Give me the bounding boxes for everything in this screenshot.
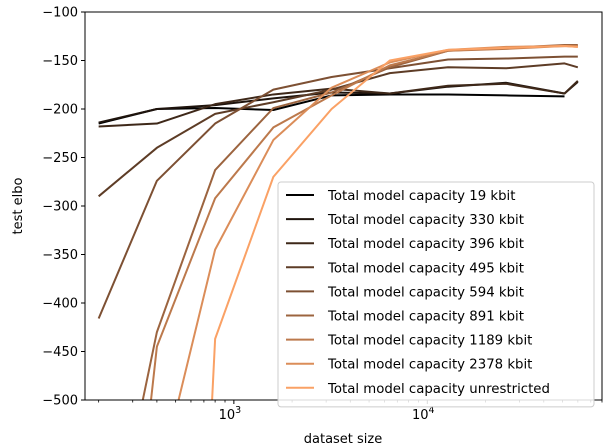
y-tick-label: −350: [42, 248, 78, 263]
x-tick-label: 103: [219, 405, 242, 423]
legend-label: Total model capacity 891 kbit: [327, 310, 524, 325]
y-axis: −100 −150 −200 −250 −300 −350 −400 −450 −500: [42, 6, 85, 409]
series-line-4: [97, 55, 578, 319]
x-tick-base: 10: [412, 408, 429, 423]
y-tick-label: −300: [42, 200, 78, 215]
y-tick-label: −450: [42, 345, 78, 360]
x-axis-label: dataset size: [304, 432, 383, 447]
legend-label: Total model capacity 594 kbit: [327, 285, 524, 300]
x-tick-exponent: 4: [429, 405, 435, 416]
legend-label: Total model capacity unrestricted: [327, 382, 550, 397]
y-tick-label: −400: [42, 297, 78, 312]
y-axis-label: test elbo: [11, 178, 26, 235]
x-tick-base: 10: [219, 408, 236, 423]
legend-label: Total model capacity 2378 kbit: [327, 358, 532, 373]
legend-box: [277, 181, 595, 408]
y-tick-label: −200: [42, 103, 78, 118]
legend-label: Total model capacity 330 kbit: [327, 213, 524, 228]
series-line-8: [211, 44, 578, 400]
y-tick-label: −500: [42, 394, 78, 409]
legend: Total model capacity 19 kbit Total model …: [277, 181, 595, 408]
legend-label: Total model capacity 1189 kbit: [327, 334, 532, 349]
legend-label: Total model capacity 495 kbit: [327, 261, 524, 276]
y-tick-label: −250: [42, 151, 78, 166]
x-tick-exponent: 3: [235, 405, 241, 416]
y-tick-label: −150: [42, 54, 78, 69]
y-tick-label: −100: [42, 6, 78, 21]
series-layer: [97, 43, 579, 400]
series-line-2: [98, 80, 579, 128]
x-tick-label: 104: [412, 405, 435, 423]
legend-label: Total model capacity 19 kbit: [327, 189, 515, 204]
legend-label: Total model capacity 396 kbit: [327, 237, 524, 252]
